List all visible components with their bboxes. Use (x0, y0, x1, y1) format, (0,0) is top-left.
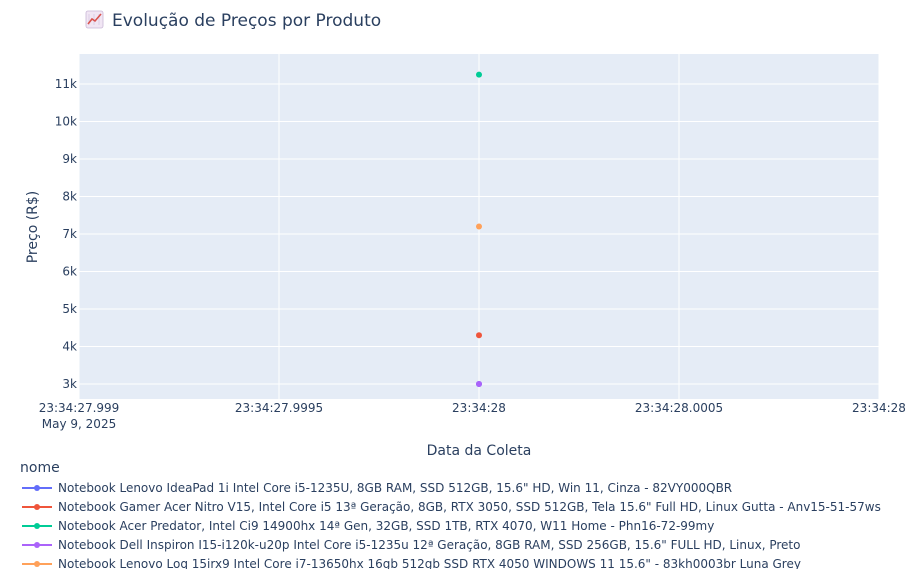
legend-item[interactable]: Notebook Acer Predator, Intel Ci9 14900h… (22, 519, 714, 533)
y-axis-ticks: 3k 4k 5k 6k 7k 8k 9k 10k 11k (55, 77, 77, 391)
x-axis-ticks: 23:34:27.999 23:34:27.9995 23:34:28 23:34:2… (39, 401, 906, 415)
legend-label: Notebook Lenovo Loq 15irx9 Intel Core i7… (58, 557, 801, 569)
legend-label: Notebook Gamer Acer Nitro V15, Intel Cor… (58, 500, 881, 514)
chart-increasing-icon (85, 10, 104, 29)
legend-point-marker (34, 542, 40, 548)
data-point-series-3 (476, 71, 482, 78)
gridlines (78, 54, 880, 399)
legend-point-marker (34, 504, 40, 510)
legend-item[interactable]: Notebook Gamer Acer Nitro V15, Intel Cor… (22, 500, 881, 514)
legend: nome Notebook Lenovo IdeaPad 1i Intel Co… (20, 460, 881, 569)
legend-point-marker (34, 561, 40, 567)
x-axis-title: Data da Coleta (427, 443, 532, 459)
chart-title: Evolução de Preços por Produto (85, 10, 381, 31)
y-tick-label: 8k (62, 190, 77, 204)
legend-item[interactable]: Notebook Dell Inspiron I15-i120k-u20p In… (22, 538, 800, 552)
legend-title: nome (20, 460, 60, 476)
x-tick-label: 23:34:28 (852, 401, 906, 415)
y-tick-label: 3k (62, 377, 77, 391)
x-axis-date-label: May 9, 2025 (42, 417, 116, 431)
y-tick-label: 7k (62, 227, 77, 241)
y-tick-label: 9k (62, 152, 77, 166)
data-points (476, 71, 482, 387)
legend-item[interactable]: Notebook Lenovo IdeaPad 1i Intel Core i5… (22, 481, 732, 495)
x-tick-label: 23:34:27.9995 (235, 401, 323, 415)
chart-title-text: Evolução de Preços por Produto (112, 11, 381, 31)
y-tick-label: 5k (62, 302, 77, 316)
legend-item[interactable]: Notebook Lenovo Loq 15irx9 Intel Core i7… (22, 557, 801, 569)
y-tick-label: 10k (55, 115, 77, 129)
data-point-series-2 (476, 332, 482, 339)
legend-point-marker (34, 485, 40, 491)
legend-label: Notebook Acer Predator, Intel Ci9 14900h… (58, 519, 714, 533)
data-point-series-5 (476, 223, 482, 230)
y-tick-label: 4k (62, 340, 77, 354)
x-tick-label: 23:34:28.0005 (635, 401, 723, 415)
y-tick-label: 6k (62, 265, 77, 279)
x-tick-label: 23:34:27.999 (39, 401, 120, 415)
x-tick-label: 23:34:28 (452, 401, 506, 415)
y-tick-label: 11k (55, 77, 77, 91)
data-point-series-4 (476, 381, 482, 387)
legend-point-marker (34, 523, 40, 529)
legend-label: Notebook Lenovo IdeaPad 1i Intel Core i5… (58, 481, 732, 495)
legend-label: Notebook Dell Inspiron I15-i120k-u20p In… (58, 538, 800, 552)
y-axis-title: Preço (R$) (25, 191, 41, 264)
